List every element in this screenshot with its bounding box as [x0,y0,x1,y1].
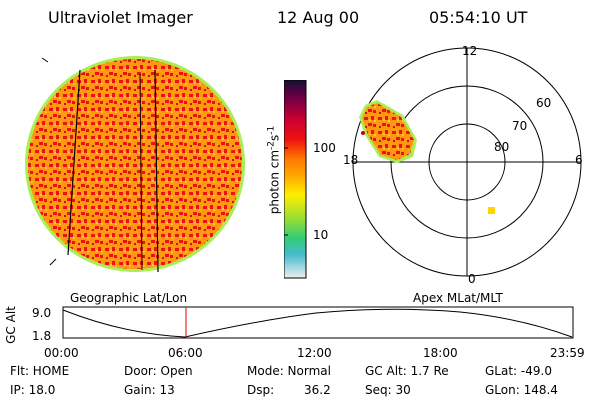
mlt-label-6: 6 [575,153,583,167]
status-mode: Mode: Normal [247,364,331,378]
status-gain: Gain: 13 [124,383,175,397]
status-flt: Flt: HOME [10,364,70,378]
altitude-timeline [62,306,574,339]
date-label: 12 Aug 00 [277,8,360,27]
color-scale-bar [284,80,307,279]
geographic-image [25,56,245,273]
status-dsp-label: Dsp: [247,383,275,397]
mlt-label-0: 0 [468,272,476,286]
altitude-tick-low: 1.8 [32,329,52,343]
time-tick-0000: 00:00 [44,346,79,360]
time-tick-1800: 18:00 [423,346,458,360]
status-ip: IP: 18.0 [10,383,56,397]
instrument-title: Ultraviolet Imager [48,8,193,27]
time-tick-1200: 12:00 [297,346,332,360]
apex-panel-label: Apex MLat/MLT [413,291,503,305]
mlat-label-80: 80 [494,140,510,154]
mlt-label-12: 12 [462,44,478,58]
unit-text: photon cm [267,149,282,215]
mlat-label-70: 70 [512,119,528,133]
altitude-axis-label: GC Alt [4,306,18,344]
time-tick-2359: 23:59 [550,346,585,360]
status-gc-alt: GC Alt: 1.7 Re [365,364,449,378]
polar-mlat-mlt-plot [352,47,582,277]
unit-exp-cm: -2 [266,140,277,150]
altitude-tick-high: 9.0 [32,306,52,320]
time-label: 05:54:10 UT [429,8,528,27]
status-glat: GLat: -49.0 [485,364,552,378]
status-door: Door: Open [124,364,193,378]
unit-text-s: s [267,134,282,141]
colorbar-tick-100: 100 [313,141,336,155]
status-glon: GLon: 148.4 [485,383,558,397]
mlat-label-60: 60 [536,96,552,110]
colorbar-unit-label: photon cm-2s-1 [267,126,282,215]
geographic-panel-label: Geographic Lat/Lon [70,291,188,305]
status-seq: Seq: 30 [365,383,411,397]
time-tick-0600: 06:00 [168,346,203,360]
colorbar-tick-10: 10 [313,228,329,242]
mlt-label-18: 18 [343,153,359,167]
status-dsp-value: 36.2 [304,383,331,397]
unit-exp-s: -1 [266,125,277,135]
